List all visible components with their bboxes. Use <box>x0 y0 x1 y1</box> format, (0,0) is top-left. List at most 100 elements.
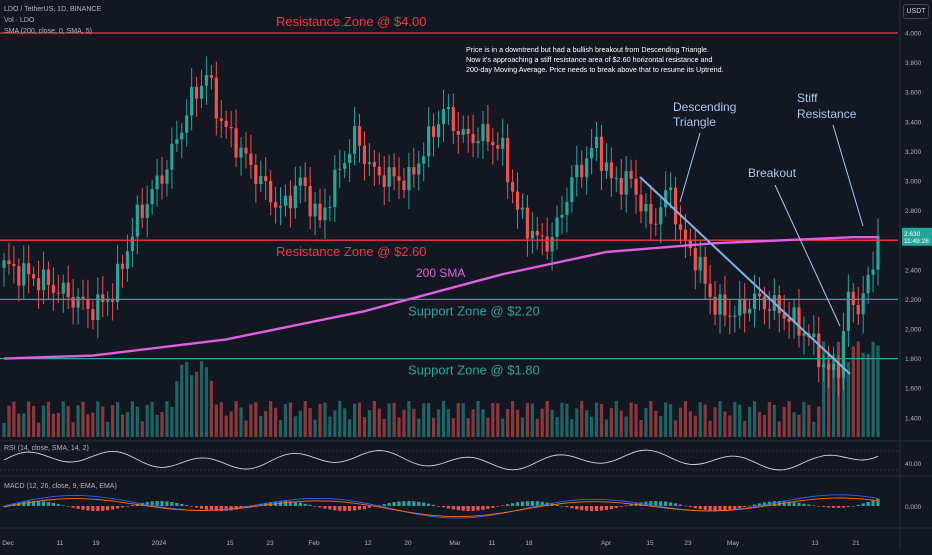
macd-histogram-bar <box>41 501 46 506</box>
candle-body <box>372 162 376 167</box>
macd-histogram-bar <box>762 502 767 506</box>
volume-bar <box>827 352 831 437</box>
candle-body <box>762 296 767 310</box>
rsi-tick-label: 40.00 <box>905 461 922 468</box>
candle-body <box>871 269 875 275</box>
macd-histogram-bar <box>402 501 406 506</box>
volume-bar <box>728 415 732 437</box>
level-label: Support Zone @ $1.80 <box>408 363 540 378</box>
currency-button[interactable]: USDT <box>903 4 929 19</box>
candle-body <box>876 235 880 270</box>
macd-histogram-bar <box>190 506 194 507</box>
macd-histogram-bar <box>486 506 490 509</box>
candle-body <box>150 189 154 205</box>
macd-histogram-bar <box>56 504 60 506</box>
sma-legend[interactable]: SMA (200, close, 0, SMA, 5) <box>4 28 92 35</box>
volume-bar <box>61 401 65 437</box>
volume-bar <box>649 401 653 437</box>
volume-bar <box>318 403 322 437</box>
candle-body <box>476 140 480 144</box>
volume-bar <box>530 403 534 437</box>
macd-tick-label: 0.000 <box>905 504 922 511</box>
volume-bar <box>214 404 218 437</box>
volume-bar <box>792 412 796 437</box>
macd-histogram-bar <box>61 505 65 506</box>
volume-bar <box>787 401 791 437</box>
volume-bar <box>106 421 110 437</box>
macd-histogram-bar <box>644 501 648 506</box>
volume-bar <box>614 401 618 437</box>
volume-bar <box>259 415 263 437</box>
macd-histogram-bar <box>436 506 441 507</box>
macd-histogram-bar <box>96 506 100 511</box>
rsi-title: RSI (14, close, SMA, 14, 2) <box>4 445 89 452</box>
note-text: 200-day Moving Average. Price needs to b… <box>466 65 724 74</box>
date-tick-label: Dec <box>2 540 14 547</box>
candle-body <box>827 363 831 370</box>
date-tick-label: 21 <box>852 540 860 547</box>
macd-histogram-bar <box>535 501 539 506</box>
macd-histogram-bar <box>461 506 465 511</box>
macd-histogram-bar <box>506 504 510 506</box>
volume-bar <box>501 418 505 437</box>
candle-body <box>525 207 530 239</box>
candle-body <box>259 176 263 185</box>
candle-body <box>743 299 747 314</box>
macd-histogram-bar <box>743 506 747 507</box>
macd-histogram-bar <box>106 506 110 511</box>
price-tick-label: 1.800 <box>905 356 922 363</box>
candle-body <box>634 178 638 195</box>
macd-histogram-bar <box>827 506 831 508</box>
candle-body <box>639 194 643 212</box>
macd-histogram-bar <box>175 502 179 506</box>
candle-body <box>86 298 90 310</box>
volume-bar <box>441 401 446 437</box>
candle-body <box>520 207 525 210</box>
macd-histogram-bar <box>209 506 213 511</box>
volume-bar <box>673 420 678 437</box>
candle-body <box>111 300 115 302</box>
macd-histogram-bar <box>160 501 164 506</box>
candle-body <box>545 236 549 252</box>
date-tick-label: 2024 <box>152 540 167 547</box>
macd-histogram-bar <box>357 506 362 510</box>
candle-body <box>140 204 144 218</box>
candle-body <box>565 201 569 215</box>
volume-bar <box>515 409 520 437</box>
price-tick-label: 3.600 <box>905 90 922 97</box>
candle-body <box>338 168 342 170</box>
macd-histogram-bar <box>367 506 372 508</box>
breakout-label: Breakout <box>748 166 797 180</box>
volume-bar <box>170 406 174 437</box>
volume-bar <box>348 419 352 437</box>
macd-histogram-bar <box>525 501 530 506</box>
macd-histogram-bar <box>328 506 332 510</box>
macd-histogram-bar <box>817 506 821 507</box>
symbol-legend[interactable]: LDO / TetherUS, 1D, BINANCE <box>4 6 102 13</box>
volume-bar <box>812 421 816 437</box>
candle-body <box>767 309 771 311</box>
macd-histogram-bar <box>733 506 737 510</box>
candle-body <box>866 274 870 294</box>
candle-body <box>614 177 618 179</box>
candle-body <box>348 153 352 164</box>
candle-body <box>36 278 41 291</box>
macd-histogram-bar <box>81 506 85 510</box>
macd-histogram-bar <box>115 506 120 509</box>
macd-histogram-bar <box>807 504 811 506</box>
macd-histogram-bar <box>338 506 342 511</box>
candle-body <box>496 145 500 149</box>
macd-histogram-bar <box>427 503 431 506</box>
macd-histogram-bar <box>738 506 742 509</box>
volume-bar <box>328 416 332 437</box>
note-text: Price is in a downtrend but had a bullis… <box>466 45 709 54</box>
price-tick-label: 2.400 <box>905 267 922 274</box>
macd-histogram-bar <box>471 506 475 511</box>
macd-histogram-bar <box>32 501 36 506</box>
candle-body <box>130 236 134 252</box>
volume-legend[interactable]: Vol · LDO <box>4 17 35 24</box>
price-tick-label: 2.200 <box>905 297 922 304</box>
candle-body <box>757 293 762 297</box>
